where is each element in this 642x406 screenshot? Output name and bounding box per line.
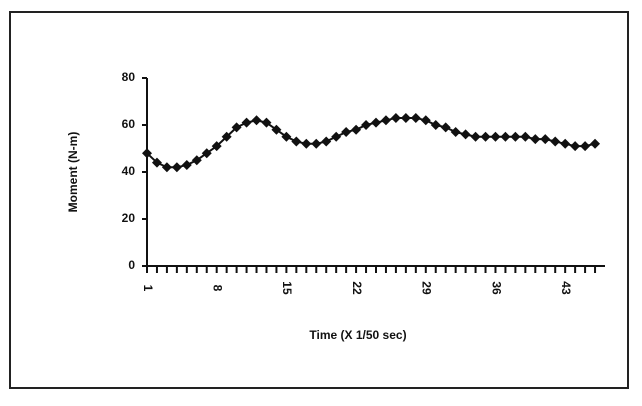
marker — [301, 138, 312, 149]
marker — [142, 148, 152, 159]
marker — [450, 127, 461, 138]
x-tick-label: 36 — [489, 281, 503, 295]
marker — [211, 141, 222, 152]
marker — [261, 117, 272, 128]
marker — [580, 141, 591, 152]
marker — [161, 162, 172, 173]
marker — [520, 131, 531, 142]
marker — [410, 112, 421, 123]
marker — [510, 131, 521, 142]
y-tick-label: 80 — [122, 70, 136, 84]
x-tick-label: 8 — [211, 285, 225, 292]
marker — [490, 131, 501, 142]
y-tick-label: 0 — [128, 258, 135, 272]
marker — [371, 117, 381, 128]
marker — [361, 120, 372, 130]
marker — [550, 136, 561, 147]
marker — [331, 131, 342, 142]
marker — [151, 157, 162, 168]
marker — [480, 131, 491, 142]
marker — [311, 138, 322, 149]
marker — [341, 127, 352, 138]
chart-frame — [9, 11, 629, 389]
marker — [181, 159, 192, 170]
marker — [251, 115, 262, 126]
marker — [191, 155, 202, 166]
marker — [470, 131, 481, 142]
marker — [570, 141, 581, 152]
marker — [321, 136, 332, 147]
x-tick-label: 1 — [141, 285, 155, 292]
x-tick-label: 15 — [280, 281, 294, 295]
marker — [560, 138, 571, 149]
marker — [281, 131, 292, 142]
y-tick-label: 20 — [122, 211, 136, 225]
marker — [590, 138, 601, 149]
marker — [231, 122, 242, 133]
marker — [380, 115, 391, 126]
x-tick-label: 43 — [559, 281, 573, 295]
marker — [221, 131, 232, 142]
marker — [440, 122, 451, 133]
marker — [420, 115, 431, 126]
marker — [400, 112, 411, 123]
marker — [430, 120, 441, 130]
line — [146, 116, 596, 169]
marker — [540, 134, 551, 145]
marker — [201, 148, 212, 159]
marker — [530, 134, 541, 145]
x-tick-label: 29 — [420, 281, 434, 295]
y-tick-label: 60 — [122, 117, 136, 131]
marker — [171, 162, 182, 173]
y-tick-label: 40 — [122, 164, 136, 178]
marker — [271, 124, 282, 135]
marker — [460, 129, 471, 140]
marker — [390, 112, 401, 123]
x-axis-title: Time (X 1/50 sec) — [309, 328, 406, 342]
marker — [241, 117, 252, 128]
marker — [500, 131, 511, 142]
marker — [351, 124, 362, 135]
marker — [291, 136, 302, 147]
y-axis-title: Moment (N-m) — [66, 132, 80, 213]
x-tick-label: 22 — [350, 281, 364, 295]
